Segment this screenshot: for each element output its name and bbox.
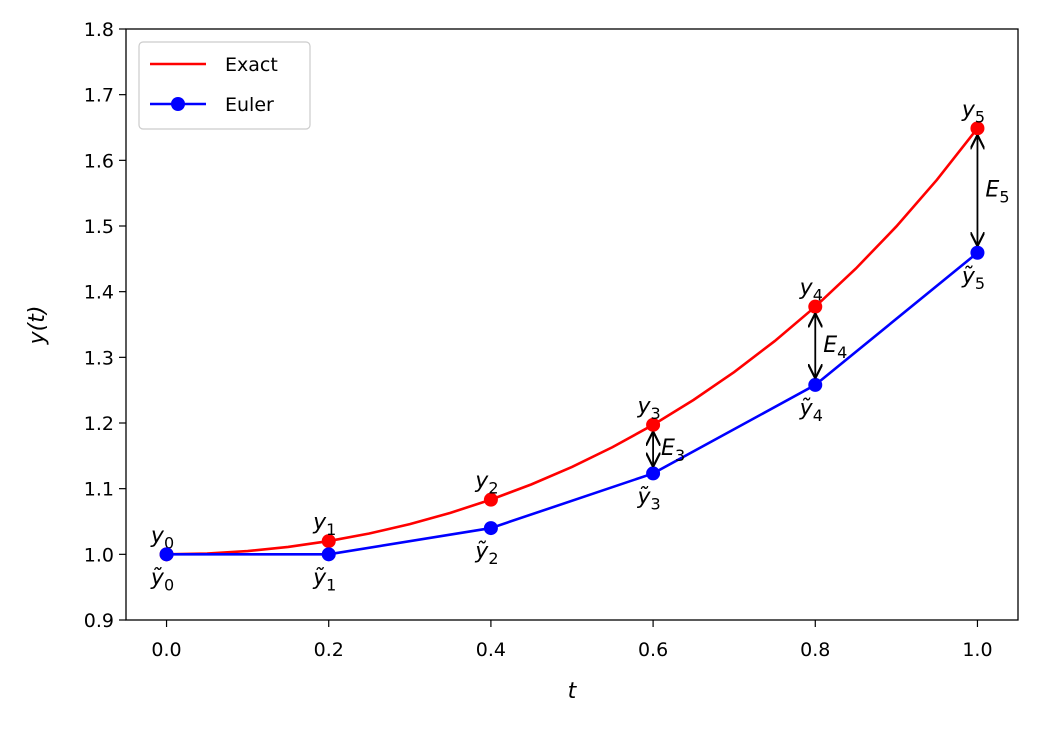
point-label-sub: 2	[488, 549, 498, 568]
point	[970, 245, 985, 260]
point-label: y0	[150, 523, 174, 552]
series-line	[166, 251, 979, 556]
point-label-base: y	[799, 276, 814, 301]
point	[808, 299, 823, 314]
error-label-base: E	[985, 178, 999, 203]
x-tick-label: 1.0	[962, 639, 992, 661]
y-tick-label: 1.7	[84, 85, 114, 107]
error-label: E4	[823, 333, 847, 362]
x-axis-label: t	[568, 679, 578, 704]
y-tick-label: 1.4	[84, 282, 114, 304]
y-tick-label: 1.1	[84, 479, 114, 501]
point-label: y3	[636, 394, 660, 423]
y-tick-label: 1.8	[84, 19, 114, 41]
y-tick-label: 1.0	[84, 544, 114, 566]
plot-frame	[125, 28, 1019, 621]
point-label-base: y	[636, 394, 651, 419]
x-tick-label: 0.4	[476, 639, 506, 661]
point-label: y5	[961, 97, 985, 126]
point-label-sub: 0	[164, 575, 174, 594]
point-label-sub: 4	[813, 286, 823, 305]
point	[321, 547, 336, 562]
y-tick-label: 0.9	[84, 610, 114, 632]
point-label-base: ỹ	[961, 264, 976, 289]
point-label: ỹ0	[150, 565, 174, 594]
point	[483, 521, 498, 536]
point-label: ỹ1	[312, 565, 336, 594]
point-label-sub: 1	[326, 520, 336, 539]
point	[646, 466, 661, 481]
y-tick-label: 1.2	[84, 413, 114, 435]
point-label-sub: 3	[651, 404, 661, 423]
y-tick-label: 1.6	[84, 150, 114, 172]
point	[808, 377, 823, 392]
point-label-base: y	[474, 469, 489, 494]
y-tick-label: 1.5	[84, 216, 114, 238]
error-label-base: E	[661, 436, 675, 461]
point-label-sub: 3	[651, 494, 661, 513]
point-label-sub: 4	[813, 406, 823, 425]
point	[970, 121, 985, 136]
point-label-base: ỹ	[150, 565, 165, 590]
x-tick-label: 0.6	[638, 639, 668, 661]
error-label: E5	[985, 178, 1009, 207]
point-label: y1	[312, 510, 336, 539]
x-tick-label: 0.0	[151, 639, 181, 661]
point-label: ỹ5	[961, 264, 985, 293]
series-line	[166, 127, 979, 556]
legend-label: Euler	[225, 94, 274, 116]
point-label: y2	[474, 469, 498, 498]
point-label: ỹ3	[636, 484, 660, 513]
point-label-sub: 1	[326, 575, 336, 594]
x-tick-label: 0.2	[314, 639, 344, 661]
error-label-sub: 5	[999, 188, 1009, 207]
point-label: y4	[799, 276, 823, 305]
point-label-base: ỹ	[474, 539, 489, 564]
point-label-sub: 2	[488, 479, 498, 498]
error-label-base: E	[823, 333, 837, 358]
point-label-base: y	[312, 510, 327, 535]
point-label-base: ỹ	[799, 396, 814, 421]
point-label-base: y	[961, 97, 976, 122]
y-tick-label: 1.3	[84, 347, 114, 369]
legend-marker	[171, 97, 185, 111]
error-label: E3	[661, 436, 685, 465]
point	[646, 417, 661, 432]
point	[159, 547, 174, 562]
point-label: ỹ4	[799, 396, 823, 425]
point-label-sub: 5	[975, 274, 985, 293]
x-tick-label: 0.8	[800, 639, 830, 661]
point	[483, 492, 498, 507]
point-label-base: ỹ	[636, 484, 651, 509]
y-axis-label: y(t)	[25, 306, 50, 346]
point-label-base: y	[150, 523, 165, 548]
point-label: ỹ2	[474, 539, 498, 568]
point	[321, 534, 336, 549]
point-label-sub: 0	[164, 533, 174, 552]
point-label-base: ỹ	[312, 565, 327, 590]
error-label-sub: 3	[675, 446, 685, 465]
legend-label: Exact	[225, 54, 278, 76]
error-label-sub: 4	[837, 343, 847, 362]
point-label-sub: 5	[975, 107, 985, 126]
